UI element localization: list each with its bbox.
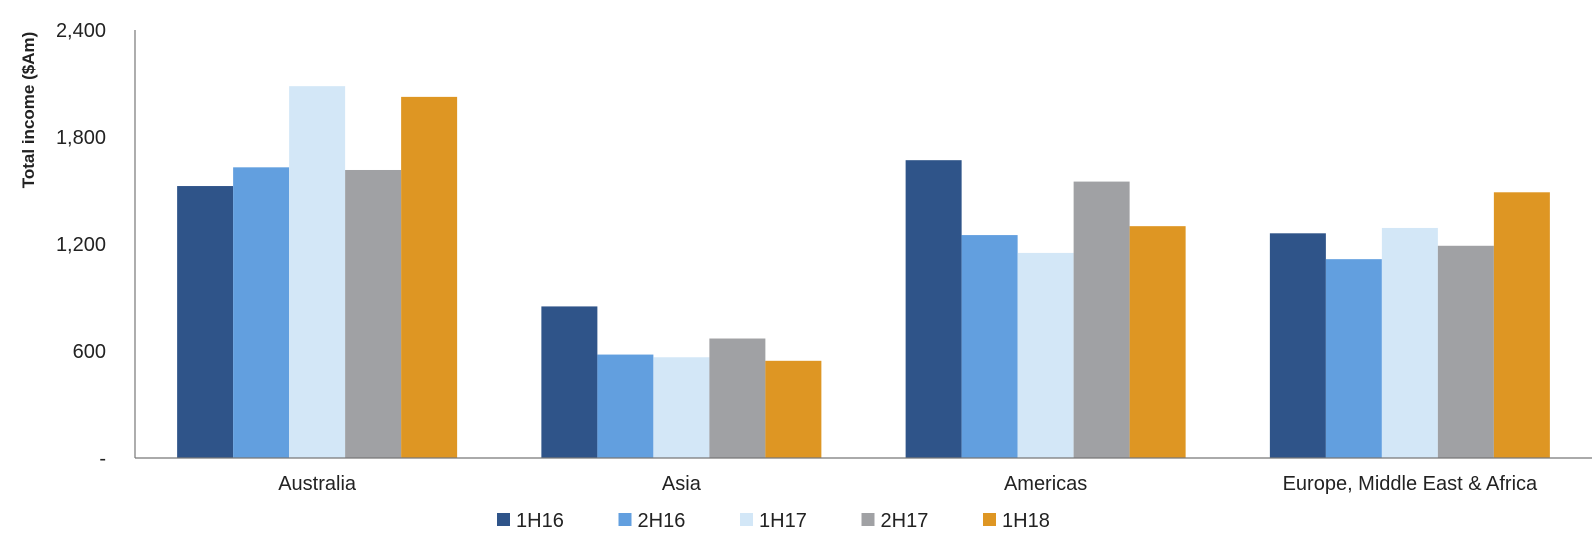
category-label: Australia	[278, 473, 357, 495]
x-axis-categories: Australia Asia Americas Europe, Middle East…	[278, 473, 1538, 495]
legend-label: 1H18	[1002, 510, 1050, 532]
bar-2h17-1	[709, 338, 766, 458]
legend-swatch-1h17	[740, 513, 753, 526]
legend: 1H16 2H16 1H17 2H17 1H18	[497, 510, 1050, 532]
y-axis-label: Total income ($Am)	[19, 32, 38, 188]
y-tick-label: 1,200	[56, 234, 106, 256]
y-tick-label: 2,400	[56, 20, 106, 42]
bar-2h17-3	[1437, 245, 1494, 458]
legend-label: 2H16	[638, 510, 686, 532]
bars	[177, 86, 1550, 459]
legend-swatch-2h16	[618, 513, 632, 526]
legend-swatch-1h16	[497, 513, 510, 526]
y-tick-label: 600	[73, 341, 106, 363]
legend-label: 1H17	[759, 510, 807, 532]
bar-1h17-2	[1017, 252, 1074, 458]
bar-2h16-0	[233, 167, 290, 459]
legend-label: 2H17	[881, 510, 929, 532]
bar-1h18-3	[1493, 192, 1550, 459]
bar-1h17-1	[653, 357, 710, 458]
legend-swatch-2h17	[861, 513, 875, 526]
bar-1h17-0	[289, 86, 346, 459]
category-label: Americas	[1004, 473, 1087, 495]
bar-1h16-3	[1269, 233, 1326, 458]
bar-2h16-1	[597, 354, 654, 458]
y-tick-label: 1,800	[56, 127, 106, 149]
bar-1h18-2	[1129, 226, 1186, 458]
legend-swatch-1h18	[983, 513, 996, 526]
y-tick-label: -	[99, 448, 106, 470]
bar-1h16-1	[541, 306, 598, 458]
bar-2h17-2	[1073, 181, 1130, 459]
category-label: Asia	[662, 473, 702, 495]
bar-1h18-1	[765, 360, 822, 458]
bar-2h17-0	[345, 169, 402, 458]
bar-1h16-2	[905, 160, 962, 458]
bar-1h18-0	[401, 96, 458, 458]
bar-1h16-0	[177, 186, 234, 458]
y-axis-ticks: - 600 1,200 1,800 2,400	[56, 20, 106, 470]
category-label: Europe, Middle East & Africa	[1283, 473, 1538, 495]
bar-2h16-3	[1325, 259, 1382, 458]
bar-2h16-2	[961, 235, 1018, 458]
legend-label: 1H16	[516, 510, 564, 532]
bar-1h17-3	[1381, 227, 1438, 458]
